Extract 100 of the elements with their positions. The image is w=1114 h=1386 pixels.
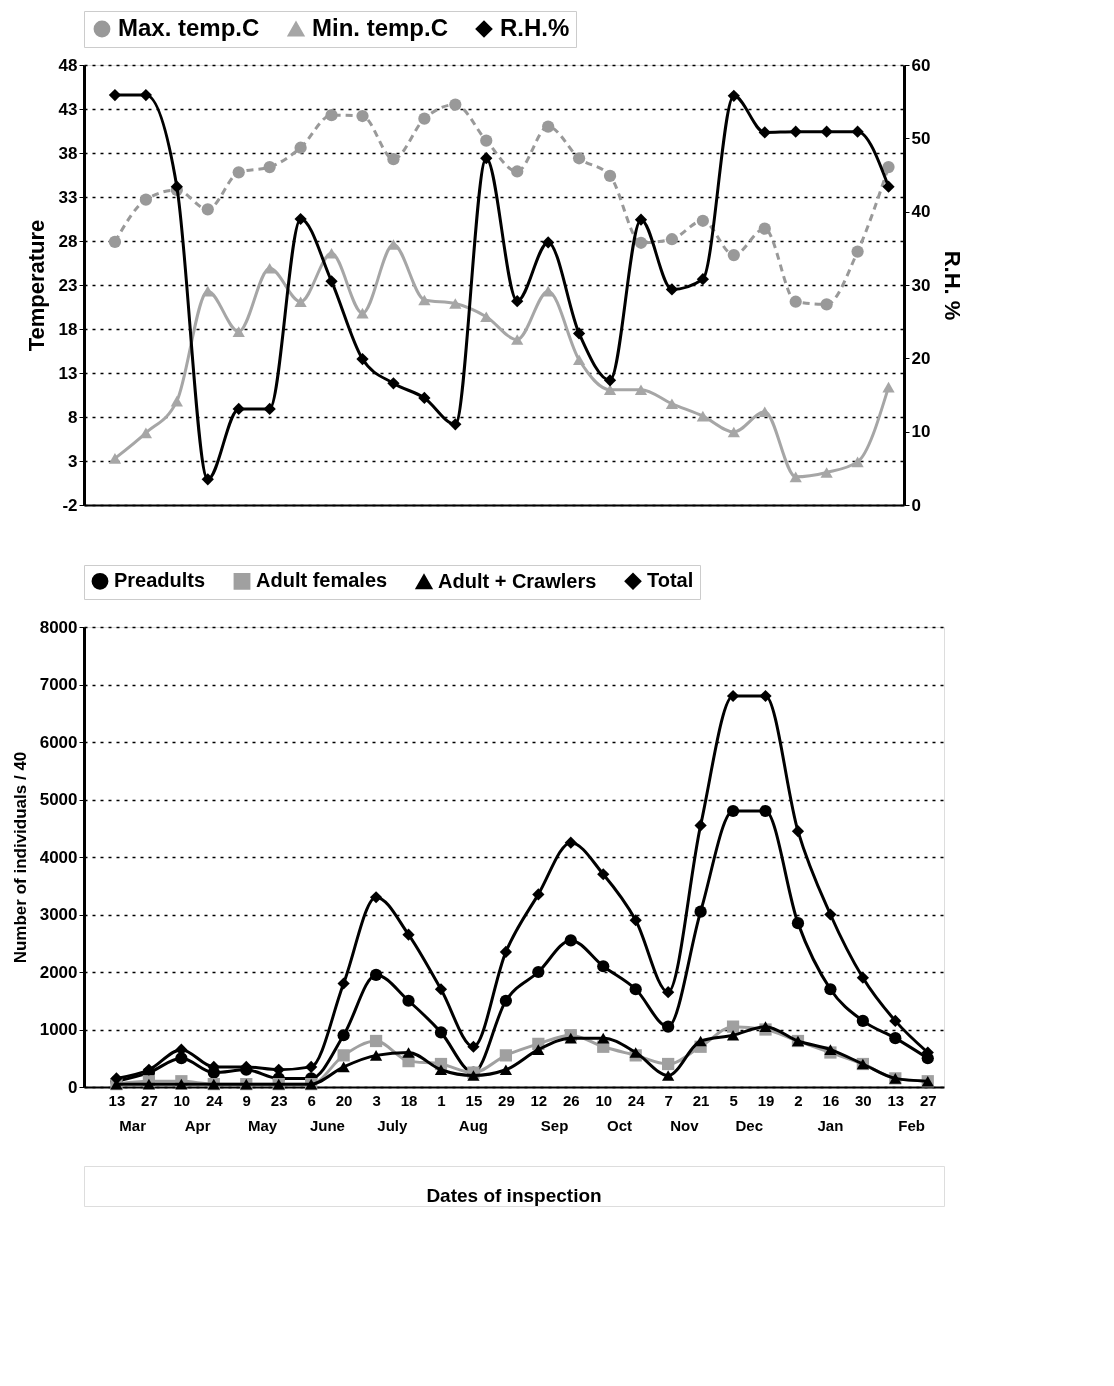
y2-axis-title: R.H. % — [940, 250, 966, 321]
point — [232, 166, 245, 179]
point — [402, 1047, 415, 1058]
point — [499, 994, 513, 1007]
point — [434, 1026, 448, 1039]
point — [337, 1061, 350, 1073]
point — [201, 203, 214, 216]
point — [139, 193, 153, 206]
y-tick-label: 23 — [58, 275, 78, 295]
x-tick-label: 15 — [465, 1091, 483, 1109]
point — [634, 213, 648, 226]
x-tick-label: 1 — [437, 1091, 446, 1109]
point — [402, 928, 415, 941]
point — [789, 295, 802, 308]
point — [434, 1064, 448, 1076]
x-tick-label: 9 — [242, 1091, 251, 1109]
point — [856, 1014, 869, 1027]
text: July — [377, 1117, 408, 1134]
x-tick-label: 23 — [270, 1091, 288, 1109]
y-tick-label: 3000 — [39, 905, 78, 924]
point — [789, 125, 802, 138]
point — [889, 1014, 902, 1027]
x-tick-label: 10 — [595, 1091, 613, 1109]
point — [820, 298, 833, 311]
point — [824, 908, 837, 921]
text: Oct — [606, 1117, 632, 1134]
point — [851, 125, 864, 138]
point — [820, 467, 833, 478]
x-tick-label: 13 — [108, 1091, 126, 1109]
text: Apr — [184, 1117, 211, 1134]
point — [727, 426, 740, 438]
legend-label: Adult + Crawlers — [438, 569, 597, 592]
point — [629, 1047, 642, 1058]
point — [889, 1032, 902, 1045]
y2-tick-label: 60 — [911, 55, 931, 75]
point — [511, 295, 524, 308]
point — [564, 836, 577, 849]
point — [572, 152, 586, 165]
point — [532, 965, 545, 979]
y-tick-label: 8 — [68, 407, 78, 427]
x-tick-label: 12 — [530, 1091, 548, 1109]
x-tick-label: 24 — [205, 1091, 224, 1109]
text: May — [247, 1117, 278, 1134]
point — [294, 212, 307, 226]
point — [629, 914, 642, 927]
y2-tick-label: 50 — [911, 128, 931, 148]
point — [603, 384, 617, 396]
point — [449, 418, 462, 431]
y2-tick-label: 10 — [911, 422, 931, 442]
point — [369, 891, 383, 904]
point — [369, 968, 383, 981]
point — [294, 141, 307, 154]
y-tick-label: 13 — [58, 363, 78, 383]
point — [564, 934, 577, 947]
point — [499, 1064, 513, 1076]
point — [634, 236, 648, 249]
point — [356, 109, 369, 123]
point — [882, 381, 895, 393]
point — [824, 1044, 837, 1055]
point — [467, 1070, 480, 1081]
point — [108, 453, 122, 464]
point — [294, 296, 307, 308]
text: Mar — [119, 1117, 147, 1134]
point — [369, 1034, 383, 1048]
point — [824, 983, 837, 996]
x-tick-label: 29 — [498, 1091, 515, 1109]
point — [511, 165, 524, 178]
x-tick-label: 2 — [794, 1091, 803, 1109]
point — [791, 825, 805, 838]
x-tick-label: 27 — [141, 1091, 158, 1109]
x-tick-label: 30 — [855, 1091, 872, 1109]
text: Aug — [458, 1117, 489, 1134]
point — [662, 986, 675, 999]
point — [791, 917, 805, 930]
y-tick-label: 48 — [58, 55, 78, 75]
point — [597, 868, 610, 881]
point — [337, 1029, 350, 1042]
text: June — [309, 1117, 345, 1134]
y-tick-label: 43 — [58, 99, 78, 119]
legend-label: Adult females — [256, 569, 388, 592]
point — [480, 134, 493, 147]
point — [726, 1020, 740, 1033]
y-tick-label: 5000 — [39, 790, 78, 809]
text: Feb — [898, 1117, 925, 1134]
x-axis-title: Dates of inspection — [426, 1185, 602, 1206]
point — [759, 1021, 772, 1032]
text: Sep — [540, 1117, 569, 1134]
point — [629, 983, 642, 996]
point — [726, 804, 740, 818]
point — [726, 1029, 740, 1041]
legend-label: Max. temp.C — [118, 14, 260, 41]
y-tick-label: 8000 — [39, 617, 78, 637]
y-axis-title: Temperature — [23, 219, 49, 352]
text: Nov — [670, 1117, 700, 1134]
y-tick-label: 4000 — [39, 847, 78, 867]
y2-tick-label: 0 — [911, 495, 921, 515]
point — [694, 819, 707, 832]
x-tick-label: 3 — [372, 1091, 381, 1109]
legend-label: R.H.% — [500, 14, 570, 41]
x-tick-label: 24 — [627, 1091, 646, 1109]
